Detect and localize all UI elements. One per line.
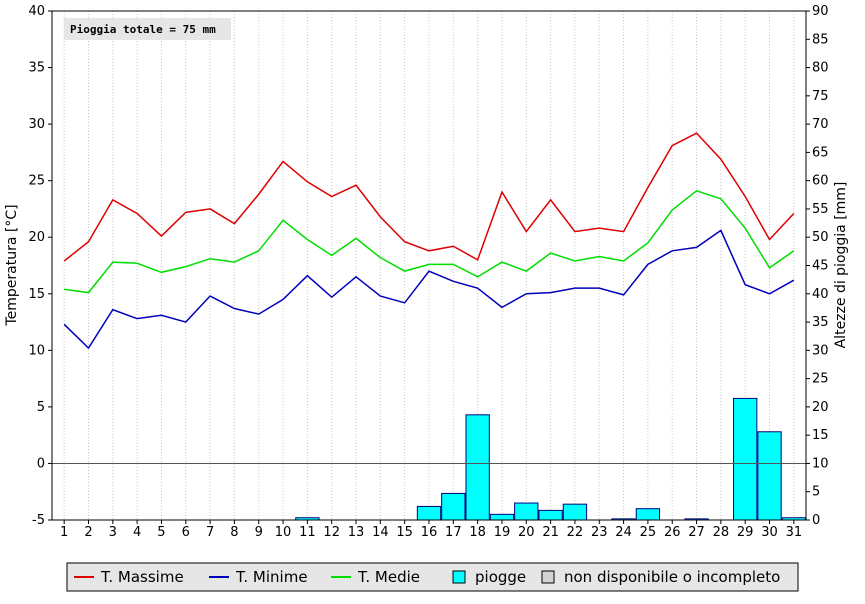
rain-bar — [538, 509, 563, 521]
rain-bar — [416, 505, 442, 521]
x-tick-label: 22 — [567, 525, 584, 540]
x-tick-label: 8 — [230, 525, 238, 540]
legend-label: piogge — [475, 568, 526, 586]
legend-label: T. Medie — [357, 568, 420, 586]
x-tick-label: 29 — [737, 525, 754, 540]
x-tick-label: 6 — [182, 525, 190, 540]
y2-tick-label: 35 — [812, 315, 829, 330]
y2-tick-label: 55 — [812, 202, 829, 217]
x-tick-label: 16 — [421, 525, 438, 540]
y-tick-label: 40 — [28, 4, 45, 19]
x-tick-label: 24 — [615, 525, 632, 540]
y2-tick-label: 90 — [812, 4, 829, 19]
y-tick-label: 10 — [28, 343, 45, 358]
x-tick-label: 27 — [688, 525, 705, 540]
y-tick-label: 15 — [28, 287, 45, 302]
y2-tick-label: 85 — [812, 32, 829, 47]
rain-bar — [757, 431, 782, 521]
y2-tick-label: 40 — [812, 287, 829, 302]
series-line-t-medie — [64, 190, 795, 294]
y-tick-label: 25 — [28, 174, 45, 189]
y2-tick-label: 80 — [812, 61, 829, 76]
series-line-t-minime — [63, 229, 795, 350]
rain-bar — [441, 492, 466, 521]
x-tick-label: 19 — [494, 525, 511, 540]
x-tick-label: 14 — [372, 525, 389, 540]
legend-box — [66, 562, 799, 592]
info-box-text: Pioggia totale = 75 mm — [70, 23, 216, 36]
y-tick-label: 20 — [28, 230, 45, 245]
x-tick-label: 10 — [275, 525, 292, 540]
x-tick-label: 9 — [255, 525, 263, 540]
legend-swatch-box — [541, 570, 555, 584]
x-tick-label: 4 — [133, 525, 141, 540]
x-tick-label: 26 — [664, 525, 681, 540]
y2-tick-label: 10 — [812, 456, 829, 471]
y2-tick-label: 15 — [812, 428, 829, 443]
x-tick-label: 11 — [299, 525, 316, 540]
y-tick-label: 0 — [37, 456, 45, 471]
y2-axis-title: Altezze di pioggia [mm] — [833, 182, 849, 349]
rain-bar — [489, 513, 515, 521]
y2-tick-label: 50 — [812, 230, 829, 245]
legend-label: T. Minime — [235, 568, 308, 586]
y2-tick-label: 5 — [812, 485, 820, 500]
legend-label: T. Massime — [100, 568, 184, 586]
x-tick-label: 2 — [84, 525, 92, 540]
y2-tick-label: 75 — [812, 89, 829, 104]
x-tick-label: 31 — [786, 525, 803, 540]
x-tick-label: 12 — [323, 525, 340, 540]
y-tick-label: 30 — [28, 117, 45, 132]
x-tick-label: 3 — [109, 525, 117, 540]
x-tick-label: 21 — [542, 525, 559, 540]
y2-tick-label: 20 — [812, 400, 829, 415]
x-tick-label: 30 — [761, 525, 778, 540]
rain-bar — [562, 503, 588, 521]
x-tick-label: 20 — [518, 525, 535, 540]
x-tick-label: 25 — [640, 525, 657, 540]
y-tick-label: 35 — [28, 61, 45, 76]
rain-bar — [465, 414, 490, 521]
x-tick-label: 28 — [713, 525, 730, 540]
y-tick-label: 5 — [37, 400, 45, 415]
x-tick-label: 18 — [469, 525, 486, 540]
y2-tick-label: 25 — [812, 372, 829, 387]
series-line-t-massime — [63, 132, 795, 262]
y2-tick-label: 65 — [812, 145, 829, 160]
y-tick-label: -5 — [32, 513, 45, 528]
rain-bar — [635, 508, 661, 521]
x-tick-label: 13 — [348, 525, 365, 540]
y-axis-title: Temperatura [°C] — [4, 204, 20, 326]
legend-swatch-box — [452, 570, 466, 584]
x-tick-label: 1 — [60, 525, 68, 540]
y2-tick-label: 0 — [812, 513, 820, 528]
x-tick-label: 5 — [157, 525, 165, 540]
y2-tick-label: 30 — [812, 343, 829, 358]
x-tick-label: 17 — [445, 525, 462, 540]
x-tick-label: 7 — [206, 525, 214, 540]
y2-tick-label: 45 — [812, 259, 829, 274]
info-box-bg — [64, 18, 231, 40]
y2-tick-label: 70 — [812, 117, 829, 132]
rain-bar — [733, 397, 758, 521]
x-tick-label: 15 — [396, 525, 413, 540]
legend-label: non disponibile o incompleto — [564, 568, 780, 586]
y2-tick-label: 60 — [812, 174, 829, 189]
x-tick-label: 23 — [591, 525, 608, 540]
rain-bar — [514, 502, 539, 521]
